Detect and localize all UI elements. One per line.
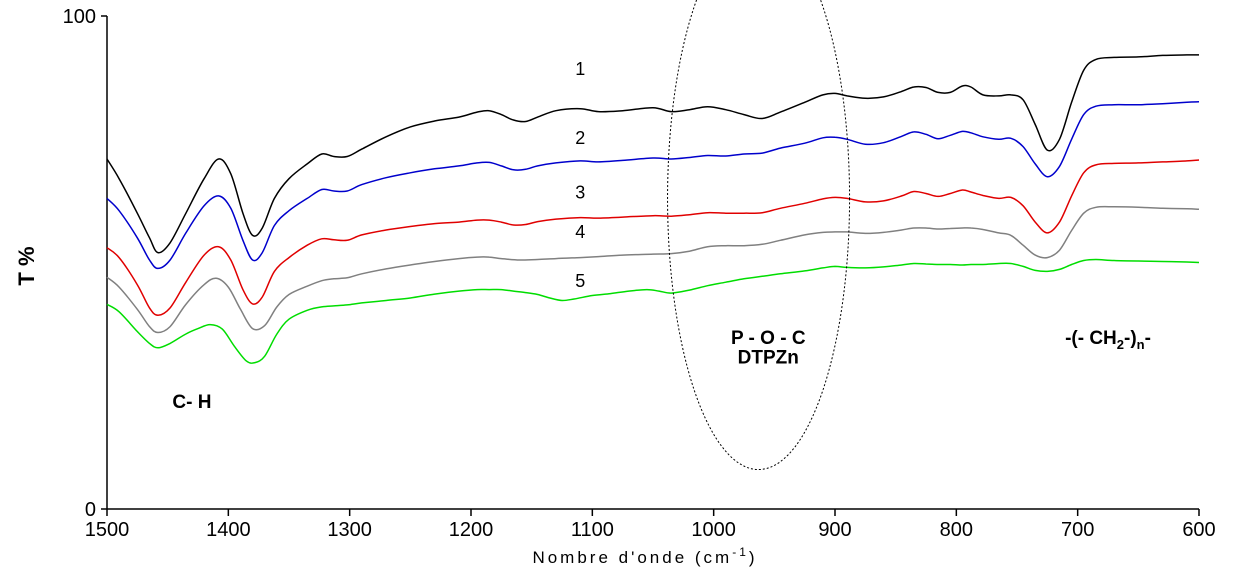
series-line-3 <box>106 159 1200 317</box>
ch2-annotation-label: -(- CH2-)n- <box>1065 328 1151 352</box>
y-tick-label: 0 <box>85 499 96 521</box>
ch2-annotation-part-3: n <box>1137 337 1145 352</box>
x-tick-label: 1400 <box>206 519 251 541</box>
annotation-label-1: P - O - C <box>731 328 806 349</box>
x-tick-label: 1300 <box>327 519 372 541</box>
ch2-annotation-part-2: -) <box>1124 328 1137 349</box>
x-tick-label: 600 <box>1182 519 1215 541</box>
x-axis-label-superscript: -1 <box>732 545 749 559</box>
x-tick-label: 1200 <box>449 519 494 541</box>
series-line-4 <box>106 205 1200 334</box>
x-axis-label-close: ) <box>749 548 758 567</box>
series-label-4: 4 <box>575 222 585 242</box>
x-tick-label: 900 <box>818 519 851 541</box>
p-o-c-ellipse-outline <box>667 0 851 470</box>
x-tick-label: 1500 <box>85 519 130 541</box>
series-label-1: 1 <box>575 59 585 79</box>
ch2-annotation-part-4: - <box>1145 328 1151 349</box>
annotation-label-0: C- H <box>172 392 211 413</box>
series-line-1 <box>106 54 1199 254</box>
y-axis-label: T % <box>14 246 39 285</box>
chart-labels: T % Nombre d'onde (cm-1) 1 2 3 4 5 C- H P - O … <box>14 59 1151 567</box>
series-label-2: 2 <box>575 128 585 148</box>
plot-area <box>106 0 1200 470</box>
x-tick-label: 1000 <box>691 519 736 541</box>
series-label-3: 3 <box>575 182 585 202</box>
y-tick-label: 100 <box>63 6 96 28</box>
axes: 1500 1400 1300 1200 1100 1000 900 800 700 600 0 100 <box>63 6 1216 541</box>
series-line-5 <box>106 258 1200 364</box>
x-tick-label: 800 <box>940 519 973 541</box>
ch2-annotation-part-1: 2 <box>1117 337 1124 352</box>
annotation-label-2: DTPZn <box>738 348 799 369</box>
x-tick-label: 700 <box>1061 519 1094 541</box>
series-line-2 <box>106 101 1200 270</box>
x-axis-label: Nombre d'onde (cm-1) <box>532 545 757 567</box>
series-label-5: 5 <box>575 271 585 291</box>
x-tick-label: 1100 <box>571 519 614 541</box>
ch2-annotation-part-0: -(- CH <box>1065 328 1117 349</box>
x-axis-label-text: Nombre d'onde (cm <box>532 548 732 567</box>
